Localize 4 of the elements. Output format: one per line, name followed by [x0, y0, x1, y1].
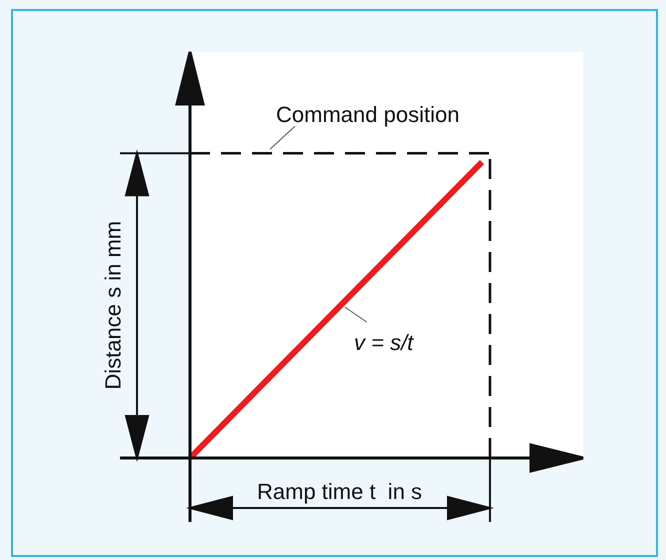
x-axis-title: Ramp time t in s: [257, 479, 422, 504]
ref-line-label: Command position: [276, 102, 460, 127]
annotation: v = s/t: [354, 330, 414, 355]
y-axis-title: Distance s in mm: [100, 220, 126, 390]
